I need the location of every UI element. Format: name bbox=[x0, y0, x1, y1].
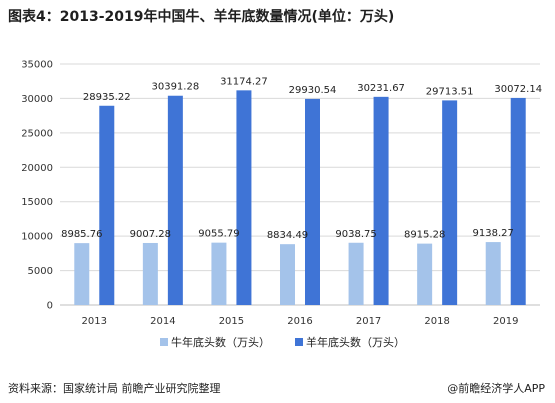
x-tick-label: 2017 bbox=[356, 316, 381, 327]
data-label-cattle: 9138.27 bbox=[473, 228, 514, 239]
x-axis-ticks: 2013 2014 2015 2016 2017 2018 2019 bbox=[82, 316, 519, 327]
data-label-sheep: 30391.28 bbox=[151, 82, 199, 93]
data-label-cattle: 9038.75 bbox=[335, 229, 376, 240]
y-tick-label: 30000 bbox=[21, 94, 53, 105]
data-labels: 8985.76 28935.22 9007.28 30391.28 9055.79 311… bbox=[61, 76, 542, 241]
bar-sheep bbox=[99, 105, 115, 305]
bar-cattle bbox=[142, 242, 158, 305]
y-axis-ticks: 0 5000 10000 15000 20000 25000 30000 35000 bbox=[21, 60, 53, 312]
data-label-sheep: 29713.51 bbox=[426, 86, 474, 97]
legend-swatch-sheep bbox=[295, 338, 303, 346]
data-label-sheep: 28935.22 bbox=[83, 92, 131, 103]
credit-note: @前瞻经济学人APP bbox=[447, 382, 545, 395]
x-tick-label: 2013 bbox=[82, 316, 107, 327]
y-tick-label: 25000 bbox=[21, 128, 53, 139]
bars bbox=[74, 90, 526, 305]
legend-swatch-cattle bbox=[160, 338, 168, 346]
legend: 牛年底头数（万头） 羊年底头数（万头） bbox=[160, 335, 405, 349]
bar-sheep bbox=[305, 98, 320, 305]
data-label-sheep: 30072.14 bbox=[494, 84, 542, 95]
bar-sheep bbox=[442, 100, 458, 305]
y-tick-label: 10000 bbox=[21, 232, 53, 243]
bar-sheep bbox=[373, 96, 389, 305]
source-note: 资料来源：国家统计局 前瞻产业研究院整理 bbox=[8, 382, 221, 395]
data-label-cattle: 9055.79 bbox=[198, 229, 239, 240]
legend-label-sheep: 羊年底头数（万头） bbox=[306, 335, 405, 349]
data-label-cattle: 8915.28 bbox=[404, 230, 445, 241]
bar-cattle bbox=[485, 242, 501, 305]
x-tick-label: 2016 bbox=[287, 316, 312, 327]
y-tick-label: 0 bbox=[47, 301, 53, 312]
bar-cattle bbox=[74, 243, 90, 305]
bar-cattle bbox=[417, 243, 433, 305]
grid-lines bbox=[60, 63, 540, 306]
data-label-cattle: 9007.28 bbox=[130, 229, 171, 240]
y-tick-label: 15000 bbox=[21, 197, 53, 208]
x-tick-label: 2015 bbox=[219, 316, 244, 327]
bar-sheep bbox=[167, 95, 183, 305]
x-tick-label: 2014 bbox=[150, 316, 175, 327]
bar-sheep bbox=[510, 97, 526, 305]
bar-cattle bbox=[211, 242, 227, 305]
y-tick-label: 5000 bbox=[28, 266, 53, 277]
x-tick-label: 2019 bbox=[493, 316, 518, 327]
chart-title: 图表4：2013-2019年中国牛、羊年底数量情况(单位：万头) bbox=[8, 9, 395, 25]
bar-cattle bbox=[280, 244, 295, 305]
bar-sheep bbox=[236, 90, 252, 305]
data-label-sheep: 31174.27 bbox=[220, 76, 268, 87]
x-tick-label: 2018 bbox=[424, 316, 449, 327]
y-tick-label: 35000 bbox=[21, 60, 53, 71]
bar-cattle bbox=[348, 242, 364, 305]
data-label-sheep: 29930.54 bbox=[289, 85, 337, 96]
y-tick-label: 20000 bbox=[21, 163, 53, 174]
data-label-cattle: 8985.76 bbox=[61, 229, 102, 240]
data-label-sheep: 30231.67 bbox=[357, 83, 405, 94]
data-label-cattle: 8834.49 bbox=[267, 230, 308, 241]
legend-label-cattle: 牛年底头数（万头） bbox=[171, 335, 270, 349]
